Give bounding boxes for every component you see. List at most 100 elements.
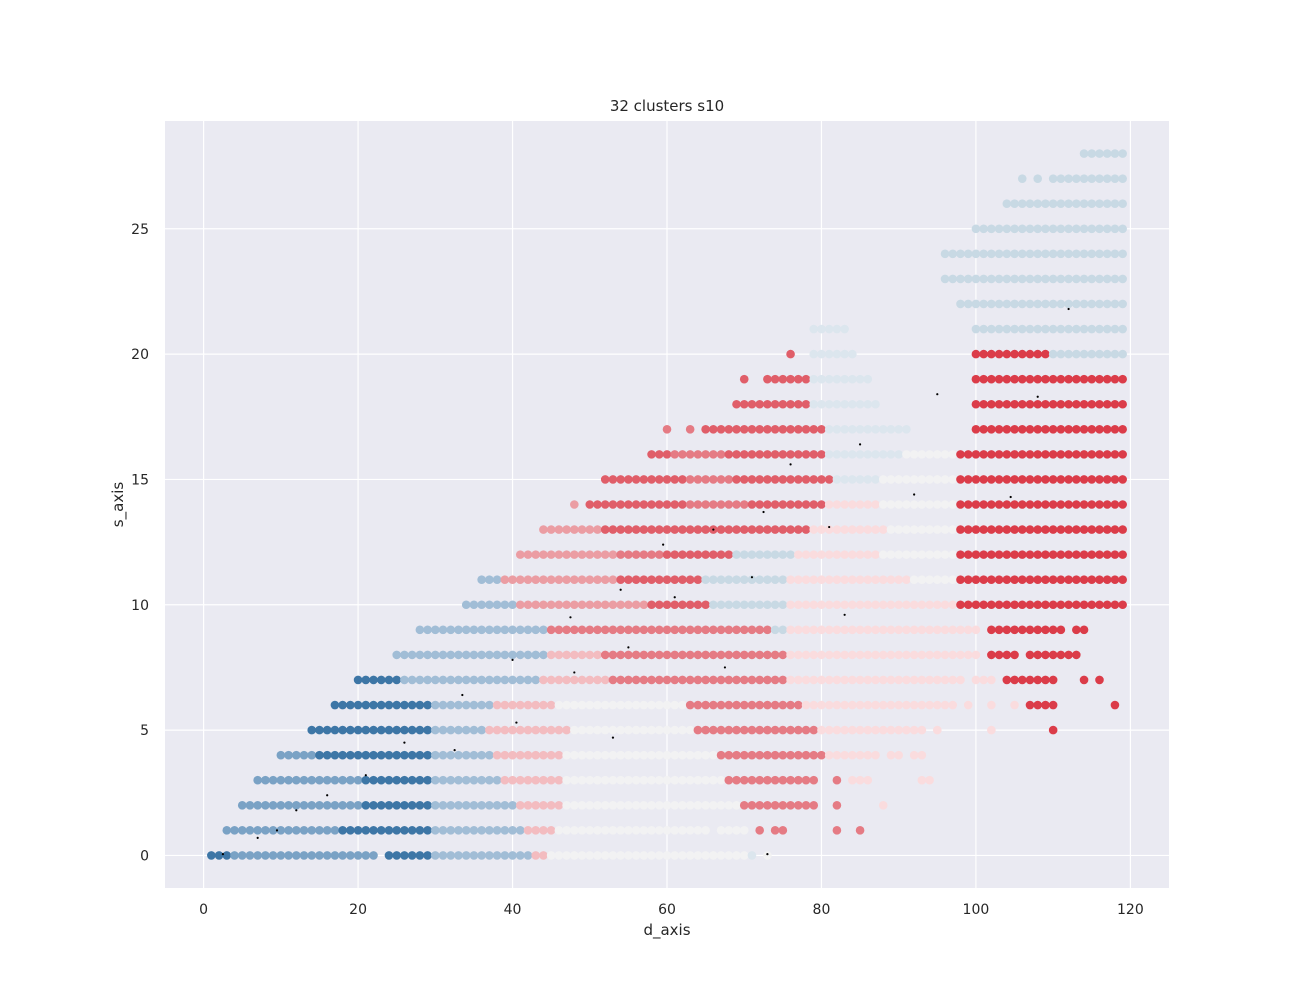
- data-point: [631, 625, 641, 635]
- data-point: [400, 725, 409, 735]
- data-point: [593, 675, 602, 685]
- data-point: [732, 700, 741, 710]
- data-point: [778, 500, 788, 509]
- data-point: [647, 775, 656, 785]
- data-point: [963, 249, 973, 259]
- x-tick-label: 60: [658, 902, 676, 918]
- data-point: [361, 775, 371, 785]
- data-point: [1041, 399, 1050, 409]
- data-point: [832, 775, 842, 785]
- data-point: [994, 399, 1004, 409]
- data-point: [546, 750, 556, 760]
- data-point: [570, 775, 579, 785]
- data-point: [1041, 249, 1050, 259]
- data-point: [485, 700, 494, 710]
- data-point: [608, 625, 618, 635]
- data-point: [793, 650, 803, 660]
- data-point: [894, 625, 903, 635]
- data-point: [608, 525, 618, 534]
- data-point: [670, 700, 680, 710]
- data-point: [369, 675, 378, 685]
- data-point: [917, 775, 927, 785]
- data-point: [1002, 224, 1012, 234]
- centroid-point: [275, 829, 279, 832]
- data-point: [739, 399, 749, 409]
- data-point: [515, 550, 525, 559]
- data-point: [531, 675, 541, 685]
- data-point: [809, 500, 819, 509]
- data-point: [909, 600, 919, 610]
- data-point: [1010, 475, 1019, 484]
- data-point: [415, 750, 425, 760]
- data-point: [461, 625, 471, 635]
- data-point: [400, 800, 409, 810]
- data-point: [469, 625, 479, 635]
- data-point: [268, 800, 278, 810]
- data-point: [1048, 324, 1058, 334]
- data-point: [987, 525, 996, 534]
- data-point: [701, 750, 710, 760]
- data-point: [330, 800, 340, 810]
- data-point: [539, 700, 548, 710]
- data-point: [956, 450, 965, 459]
- data-point: [570, 525, 579, 534]
- data-point: [832, 399, 842, 409]
- data-point: [624, 625, 633, 635]
- data-point: [817, 500, 826, 509]
- data-point: [608, 575, 618, 584]
- data-point: [508, 775, 517, 785]
- data-point: [1033, 274, 1043, 284]
- data-point: [1072, 525, 1081, 534]
- data-point: [431, 700, 440, 710]
- data-point: [515, 700, 525, 710]
- data-point: [848, 575, 857, 584]
- data-point: [585, 625, 595, 635]
- data-point: [315, 750, 324, 760]
- data-point: [585, 500, 595, 509]
- data-point: [855, 725, 865, 735]
- data-point: [685, 800, 695, 810]
- data-point: [485, 800, 494, 810]
- data-point: [1102, 174, 1112, 183]
- data-point: [994, 525, 1004, 534]
- data-point: [1025, 525, 1035, 534]
- data-point: [639, 826, 649, 835]
- data-point: [585, 800, 595, 810]
- data-point: [1087, 550, 1097, 559]
- data-point: [469, 725, 479, 735]
- data-point: [994, 500, 1004, 509]
- data-point: [963, 525, 973, 534]
- data-point: [1033, 450, 1043, 459]
- data-point: [824, 600, 834, 610]
- data-point: [971, 575, 981, 584]
- data-point: [701, 625, 710, 635]
- data-point: [1002, 299, 1012, 309]
- data-point: [461, 750, 471, 760]
- data-point: [554, 550, 564, 559]
- data-point: [987, 500, 996, 509]
- data-point: [678, 475, 687, 484]
- data-point: [1072, 399, 1081, 409]
- data-point: [570, 826, 579, 835]
- data-point: [971, 450, 981, 459]
- data-point: [1048, 725, 1058, 735]
- data-point: [848, 700, 857, 710]
- data-point: [600, 851, 610, 860]
- data-point: [593, 725, 602, 735]
- data-point: [570, 750, 579, 760]
- data-point: [1056, 199, 1066, 209]
- data-point: [909, 700, 919, 710]
- data-point: [631, 525, 641, 534]
- data-point: [1056, 399, 1066, 409]
- data-point: [539, 800, 548, 810]
- data-point: [1041, 575, 1050, 584]
- data-point: [1079, 174, 1089, 183]
- data-point: [253, 851, 262, 860]
- data-point: [237, 800, 247, 810]
- data-point: [1010, 425, 1019, 434]
- data-point: [600, 700, 610, 710]
- data-point: [1048, 700, 1058, 710]
- data-point: [1072, 374, 1081, 384]
- data-point: [585, 775, 595, 785]
- data-point: [987, 725, 996, 735]
